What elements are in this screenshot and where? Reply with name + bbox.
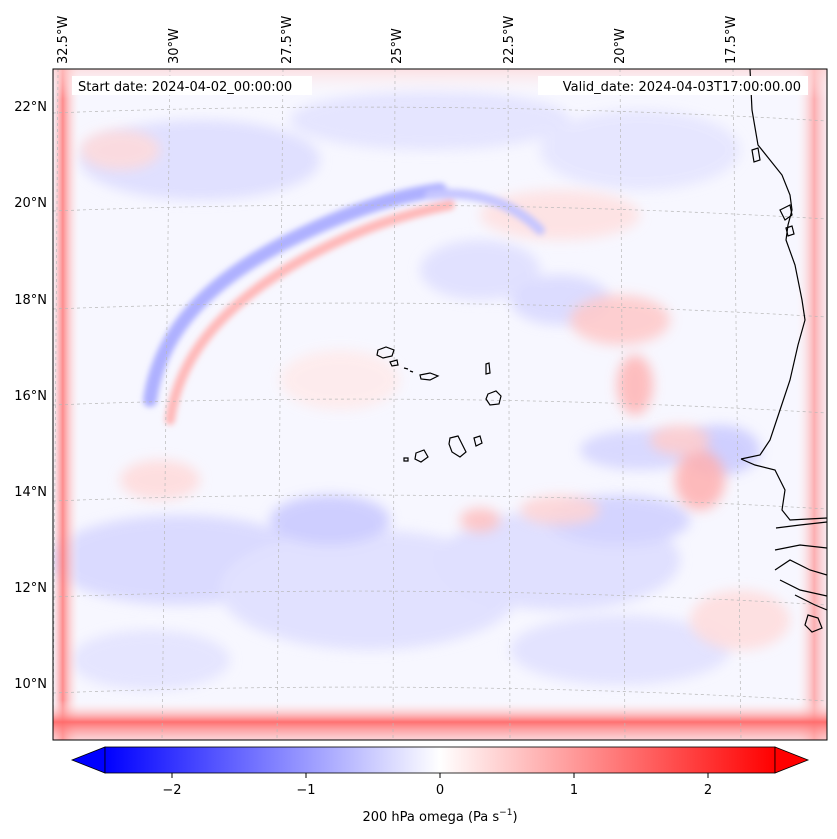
- lat-tick: 10°N: [14, 677, 47, 692]
- lon-tick: 20°W: [613, 28, 628, 64]
- lat-tick: 16°N: [14, 389, 47, 404]
- lon-tick: 25°W: [390, 28, 405, 64]
- colorbar-extend-min: [70, 746, 106, 774]
- africa-coastline: [740, 69, 827, 633]
- colorbar-tick: −2: [162, 783, 181, 798]
- colorbar-label: 200 hPa omega (Pa s−1): [362, 808, 517, 825]
- lat-tick-labels: 22°N 20°N 18°N 16°N 14°N 12°N 10°N: [14, 100, 47, 692]
- valid-date-label: Valid_date: 2024-04-03T17:00:00.00: [563, 80, 801, 95]
- colorbar-tick: 2: [704, 783, 712, 798]
- colorbar-extend-max: [774, 746, 810, 774]
- colorbar-tick: 0: [436, 783, 444, 798]
- lon-tick: 30°W: [167, 28, 182, 64]
- colorbar-tick: 1: [570, 783, 578, 798]
- colorbar-label-tail: ): [512, 810, 517, 825]
- date-labels: Start date: 2024-04-02_00:00:00 Valid_da…: [72, 76, 808, 95]
- lon-tick-labels: 32.5°W 30°W 27.5°W 25°W 22.5°W 20°W 17.5…: [56, 16, 739, 64]
- omega-field: [53, 69, 827, 740]
- cabo-verde-islands: [376, 346, 502, 463]
- lat-tick: 14°N: [14, 485, 47, 500]
- colorbar-label-main: 200 hPa omega (Pa s: [362, 810, 499, 825]
- lon-tick: 27.5°W: [280, 16, 295, 64]
- colorbar-tick: −1: [296, 783, 315, 798]
- map-frame: [52, 68, 828, 741]
- lon-tick: 22.5°W: [502, 16, 517, 64]
- lat-tick: 18°N: [14, 293, 47, 308]
- lat-tick: 20°N: [14, 196, 47, 211]
- colorbar-label-sup: −1: [499, 808, 512, 818]
- lon-tick: 17.5°W: [724, 16, 739, 64]
- colorbar-bar: [104, 746, 776, 774]
- lat-tick: 12°N: [14, 581, 47, 596]
- lon-tick: 32.5°W: [56, 16, 71, 64]
- lat-tick: 22°N: [14, 100, 47, 115]
- start-date-label: Start date: 2024-04-02_00:00:00: [78, 80, 292, 95]
- colorbar: −2 −1 0 1 2 200 hPa omega (Pa s−1): [70, 746, 810, 825]
